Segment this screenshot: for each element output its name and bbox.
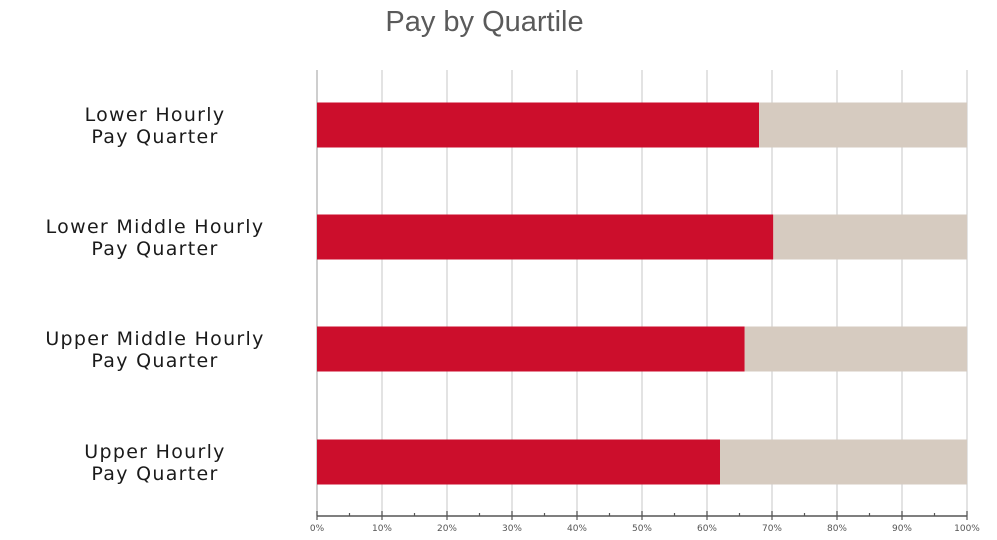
x-tick-label: 80%	[827, 524, 847, 534]
x-tick-label: 90%	[892, 524, 912, 534]
bar-segment-remainder	[720, 439, 967, 485]
bar-segment-primary	[317, 214, 774, 260]
chart-title-text: Pay by Quartile	[385, 6, 584, 38]
x-axis: 0% 10% 20% 30% 40% 50% 60% 70% 80% 90% 100%	[310, 511, 980, 534]
x-tick-label: 100%	[954, 524, 980, 534]
x-tick-label: 40%	[567, 524, 587, 534]
bar-segment-primary	[317, 326, 745, 372]
x-tick-label: 60%	[697, 524, 717, 534]
x-tick-label: 30%	[502, 524, 522, 534]
bar-segment-primary	[317, 102, 759, 148]
x-tick-label: 50%	[632, 524, 652, 534]
x-tick-label: 0%	[310, 524, 325, 534]
bars	[317, 102, 967, 485]
category-label: Lower Middle Hourly Pay Quarter	[46, 216, 265, 260]
bar-segment-remainder	[744, 326, 967, 372]
chart-title: Pay by Quartile	[0, 6, 997, 39]
category-label: Upper Hourly Pay Quarter	[84, 441, 225, 485]
bar-segment-primary	[317, 439, 720, 485]
x-tick-label: 20%	[437, 524, 457, 534]
bar-segment-remainder	[759, 102, 967, 148]
x-tick-label: 10%	[372, 524, 392, 534]
category-label: Lower Hourly Pay Quarter	[85, 104, 226, 148]
category-label: Upper Middle Hourly Pay Quarter	[45, 328, 264, 372]
bar-segment-remainder	[773, 214, 967, 260]
category-labels: Lower Hourly Pay Quarter Lower Middle Hour…	[45, 104, 265, 485]
x-tick-label: 70%	[762, 524, 782, 534]
